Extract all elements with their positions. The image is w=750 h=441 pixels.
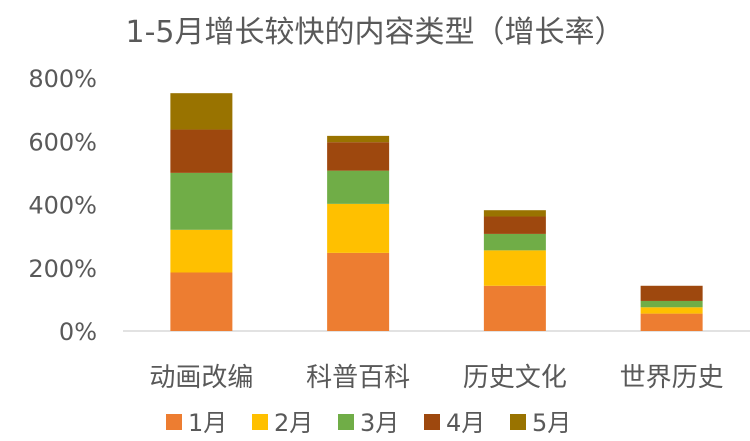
- bar-segment: [170, 93, 233, 130]
- bar-segment: [483, 285, 546, 331]
- legend-label: 5月: [532, 409, 571, 437]
- bar-segment: [170, 229, 233, 273]
- bar-segment: [483, 233, 546, 251]
- y-tick-label: 400%: [28, 192, 97, 220]
- bar-segment: [170, 129, 233, 173]
- bar-segment: [483, 216, 546, 234]
- bar-segment: [327, 252, 390, 331]
- legend-label: 4月: [446, 409, 485, 437]
- legend-swatch: [166, 414, 182, 430]
- legend-swatch: [424, 414, 440, 430]
- bar-segment: [170, 172, 233, 230]
- y-axis: 0% 200% 400% 600% 800%: [28, 65, 97, 346]
- y-tick-label: 600%: [28, 128, 97, 156]
- bar-segment: [640, 313, 703, 331]
- x-tick-label: 历史文化: [463, 363, 567, 393]
- bar-segment: [170, 272, 233, 331]
- legend: 1月 2月 3月 4月 5月: [166, 409, 571, 437]
- bar-segment: [327, 203, 390, 253]
- x-tick-label: 动画改编: [149, 363, 253, 393]
- legend-label: 2月: [274, 409, 313, 437]
- bar-segment: [640, 285, 703, 301]
- y-tick-label: 0%: [59, 318, 97, 346]
- legend-swatch: [338, 414, 354, 430]
- bar-segment: [327, 170, 390, 204]
- legend-swatch: [510, 414, 526, 430]
- x-axis: 动画改编 科普百科 历史文化 世界历史: [149, 363, 723, 393]
- legend-swatch: [252, 414, 268, 430]
- y-tick-label: 200%: [28, 255, 97, 283]
- bar-segment: [640, 300, 703, 308]
- chart-title: 1-5月增长较快的内容类型（增长率）: [126, 15, 625, 50]
- bar-segment: [640, 307, 703, 314]
- x-tick-label: 科普百科: [306, 363, 410, 393]
- bars: [170, 93, 703, 331]
- legend-label: 1月: [188, 409, 227, 437]
- bar-segment: [483, 250, 546, 286]
- bar-segment: [327, 135, 390, 143]
- y-tick-label: 800%: [28, 65, 97, 93]
- bar-segment: [483, 210, 546, 217]
- x-tick-label: 世界历史: [620, 363, 724, 393]
- bar-segment: [327, 142, 390, 171]
- legend-label: 3月: [360, 409, 399, 437]
